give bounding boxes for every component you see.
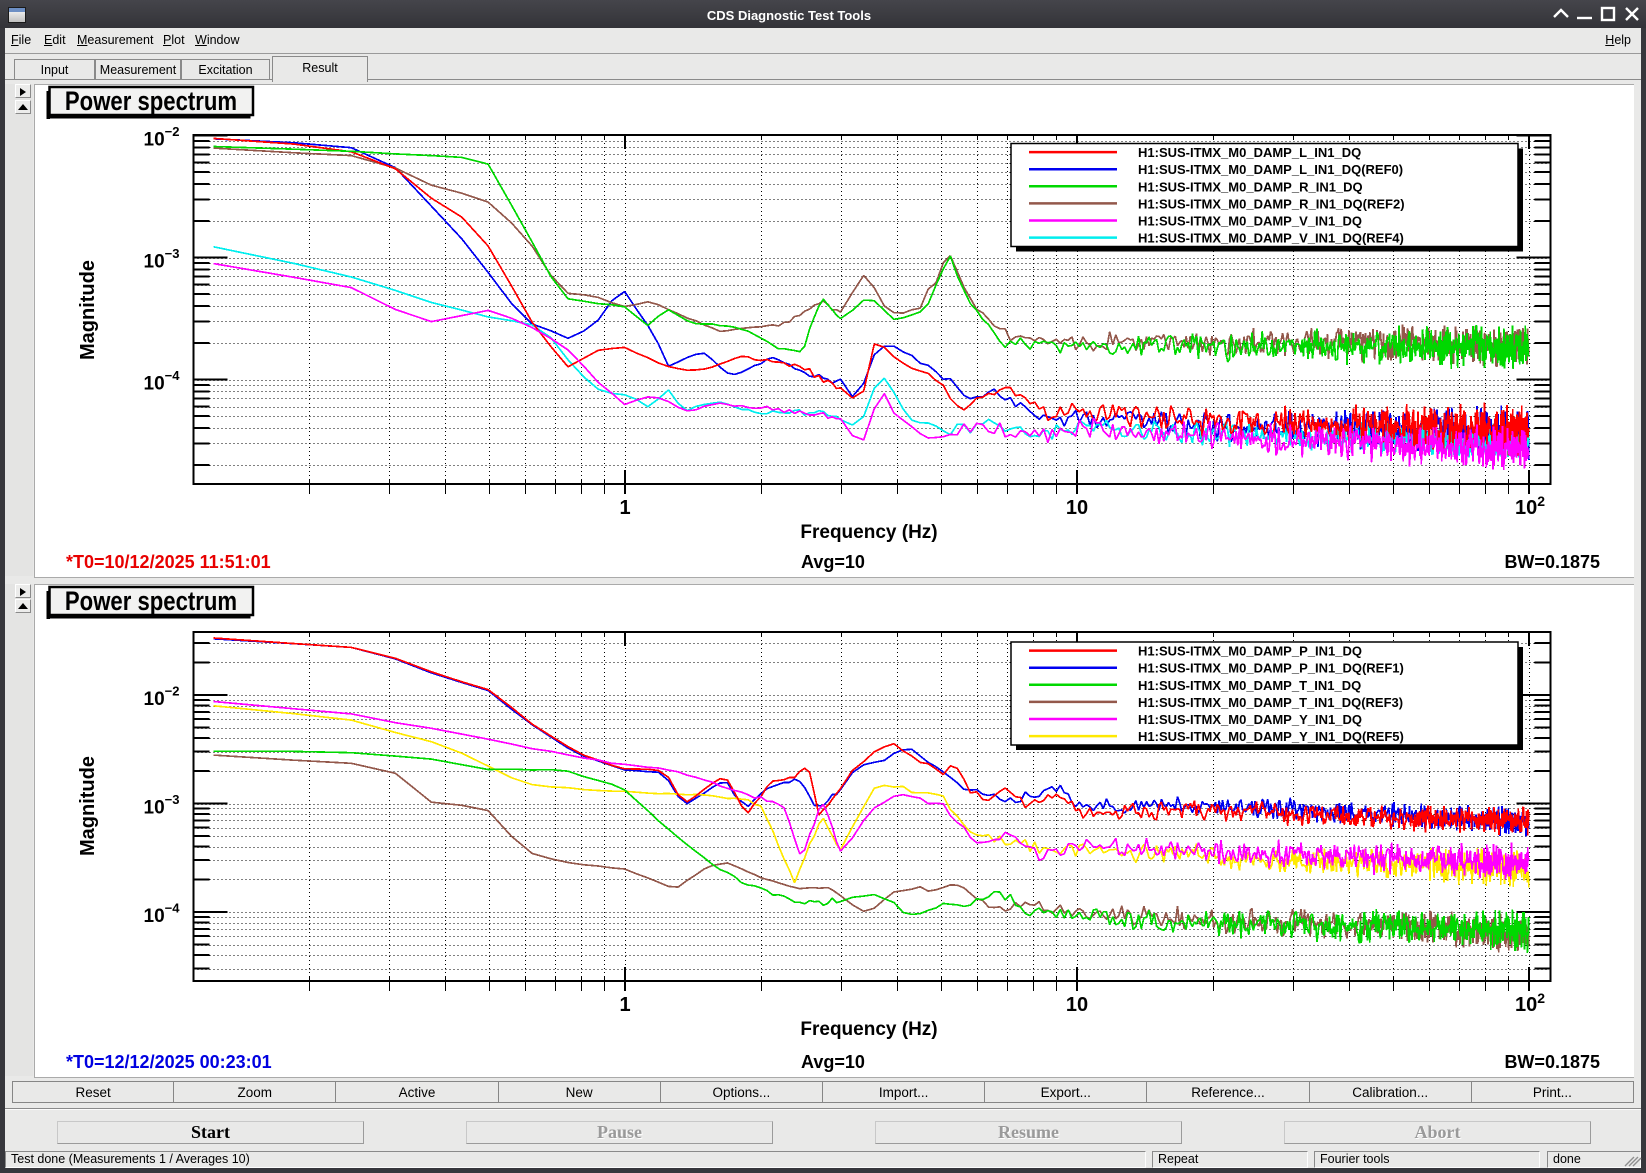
svg-text:H1:SUS-ITMX_M0_DAMP_V_IN1_DQ(R: H1:SUS-ITMX_M0_DAMP_V_IN1_DQ(REF4) [1138,231,1404,246]
svg-text:H1:SUS-ITMX_M0_DAMP_P_IN1_DQ: H1:SUS-ITMX_M0_DAMP_P_IN1_DQ [1138,644,1362,659]
svg-text:*T0=12/12/2025 00:23:01: *T0=12/12/2025 00:23:01 [66,1052,272,1072]
svg-text:BW=0.1875: BW=0.1875 [1504,1052,1600,1072]
svg-text:BW=0.1875: BW=0.1875 [1504,552,1600,572]
svg-text:Power spectrum: Power spectrum [65,87,237,117]
svg-text:*T0=10/12/2025 11:51:01: *T0=10/12/2025 11:51:01 [66,552,271,572]
svg-text:1: 1 [619,994,630,1016]
svg-text:H1:SUS-ITMX_M0_DAMP_R_IN1_DQ(R: H1:SUS-ITMX_M0_DAMP_R_IN1_DQ(REF2) [1138,196,1405,211]
svg-text:Avg=10: Avg=10 [801,552,865,572]
svg-text:1: 1 [619,497,630,519]
svg-text:H1:SUS-ITMX_M0_DAMP_T_IN1_DQ: H1:SUS-ITMX_M0_DAMP_T_IN1_DQ [1138,678,1361,693]
svg-text:H1:SUS-ITMX_M0_DAMP_T_IN1_DQ(R: H1:SUS-ITMX_M0_DAMP_T_IN1_DQ(REF3) [1138,695,1403,710]
svg-text:Frequency (Hz): Frequency (Hz) [800,522,937,543]
svg-text:10−4: 10−4 [144,368,181,395]
svg-text:10−3: 10−3 [144,792,180,819]
svg-text:Frequency (Hz): Frequency (Hz) [800,1019,937,1040]
svg-text:H1:SUS-ITMX_M0_DAMP_Y_IN1_DQ(R: H1:SUS-ITMX_M0_DAMP_Y_IN1_DQ(REF5) [1138,729,1404,744]
svg-text:H1:SUS-ITMX_M0_DAMP_Y_IN1_DQ: H1:SUS-ITMX_M0_DAMP_Y_IN1_DQ [1138,712,1362,727]
svg-text:10: 10 [1066,497,1088,519]
svg-text:Magnitude: Magnitude [77,260,99,360]
svg-text:H1:SUS-ITMX_M0_DAMP_L_IN1_DQ: H1:SUS-ITMX_M0_DAMP_L_IN1_DQ [1138,145,1361,160]
svg-text:10: 10 [1066,994,1088,1016]
svg-text:102: 102 [1515,493,1545,519]
svg-text:H1:SUS-ITMX_M0_DAMP_P_IN1_DQ(R: H1:SUS-ITMX_M0_DAMP_P_IN1_DQ(REF1) [1138,661,1404,676]
svg-text:H1:SUS-ITMX_M0_DAMP_V_IN1_DQ: H1:SUS-ITMX_M0_DAMP_V_IN1_DQ [1138,214,1362,229]
svg-text:10−4: 10−4 [144,901,181,928]
svg-text:102: 102 [1515,990,1545,1016]
svg-text:H1:SUS-ITMX_M0_DAMP_L_IN1_DQ(R: H1:SUS-ITMX_M0_DAMP_L_IN1_DQ(REF0) [1138,162,1403,177]
svg-text:10−3: 10−3 [144,246,180,273]
svg-text:10−2: 10−2 [144,684,180,711]
svg-text:H1:SUS-ITMX_M0_DAMP_R_IN1_DQ: H1:SUS-ITMX_M0_DAMP_R_IN1_DQ [1138,179,1363,194]
svg-text:10−2: 10−2 [144,124,180,151]
svg-text:Magnitude: Magnitude [77,756,99,856]
svg-text:Power spectrum: Power spectrum [65,587,237,617]
svg-text:Avg=10: Avg=10 [801,1052,865,1072]
